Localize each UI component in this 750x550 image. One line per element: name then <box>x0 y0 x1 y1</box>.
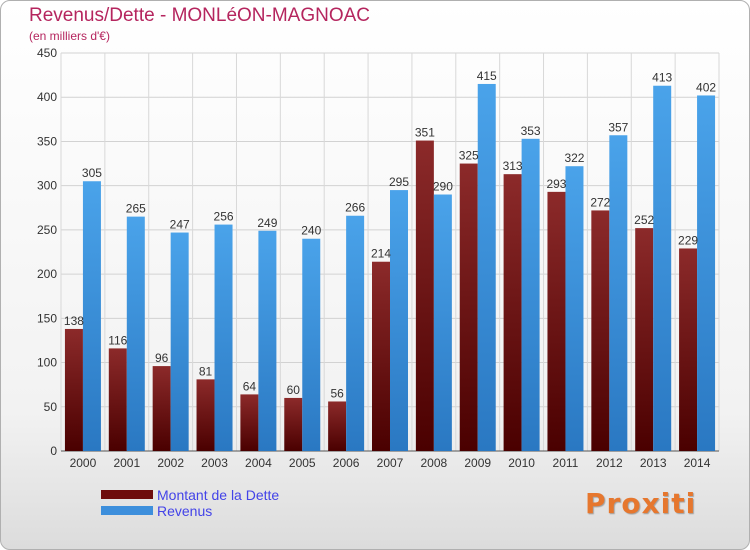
data-label-dette: 60 <box>287 383 301 397</box>
bar-dette <box>64 328 83 451</box>
x-tick-label: 2011 <box>553 456 579 470</box>
data-label-dette: 116 <box>108 333 127 347</box>
bar-dette <box>591 210 610 451</box>
bar-revenus <box>433 194 452 451</box>
bar-revenus <box>214 224 233 451</box>
bar-revenus <box>346 215 365 451</box>
x-tick-label: 2005 <box>289 456 316 470</box>
x-tick-label: 2000 <box>70 456 97 470</box>
data-label-revenus: 413 <box>652 71 672 85</box>
chart-title: Revenus/Dette - MONLéON-MAGNOAC <box>29 5 371 26</box>
data-label-revenus: 402 <box>696 80 716 94</box>
bar-dette <box>547 191 566 451</box>
y-tick-label: 50 <box>44 400 58 414</box>
y-tick-label: 450 <box>37 46 57 60</box>
bar-revenus <box>258 230 277 451</box>
data-label-revenus: 256 <box>214 210 234 224</box>
data-label-dette: 351 <box>415 126 435 140</box>
data-label-dette: 229 <box>678 233 698 247</box>
data-label-revenus: 415 <box>477 69 497 83</box>
bar-revenus <box>302 238 321 451</box>
bar-dette <box>196 379 215 451</box>
y-tick-label: 0 <box>50 444 57 458</box>
x-tick-label: 2014 <box>684 456 711 470</box>
bar-dette <box>372 261 390 451</box>
bar-revenus <box>390 190 408 452</box>
bar-revenus <box>653 85 672 452</box>
x-tick-label: 2004 <box>245 456 272 470</box>
legend-label-dette: Montant de la Dette <box>157 487 280 503</box>
bar-dette <box>679 248 698 451</box>
data-label-revenus: 295 <box>389 175 409 189</box>
y-tick-label: 100 <box>37 356 57 370</box>
bar-revenus <box>170 232 189 451</box>
bar-revenus <box>477 83 496 451</box>
bar-dette <box>240 394 259 451</box>
x-tick-label: 2002 <box>157 456 184 470</box>
y-tick-label: 200 <box>37 267 57 281</box>
data-label-revenus: 353 <box>521 124 541 138</box>
data-label-dette: 81 <box>199 364 213 378</box>
data-label-dette: 56 <box>330 386 344 400</box>
legend-label-revenus: Revenus <box>157 503 213 519</box>
y-tick-label: 250 <box>37 223 57 237</box>
data-label-revenus: 357 <box>608 120 628 134</box>
bar-dette <box>415 140 434 451</box>
data-label-revenus: 322 <box>564 151 584 165</box>
x-tick-label: 2006 <box>333 456 360 470</box>
chart-subtitle: (en milliers d'€) <box>29 29 110 43</box>
proxiti-logo: Proxiti <box>585 487 697 520</box>
bar-dette <box>152 366 171 451</box>
x-tick-label: 2009 <box>464 456 491 470</box>
x-tick-label: 2013 <box>640 456 667 470</box>
x-tick-label: 2003 <box>201 456 228 470</box>
bar-dette <box>284 397 303 451</box>
x-tick-label: 2012 <box>596 456 623 470</box>
x-tick-label: 2007 <box>377 456 404 470</box>
data-label-revenus: 305 <box>82 166 102 180</box>
x-tick-label: 2001 <box>113 456 140 470</box>
y-tick-label: 400 <box>37 90 57 104</box>
y-tick-label: 350 <box>37 134 57 148</box>
y-tick-label: 300 <box>37 179 57 193</box>
data-label-dette: 214 <box>371 247 391 261</box>
bar-revenus <box>565 166 584 451</box>
data-label-revenus: 249 <box>257 216 277 230</box>
data-label-revenus: 265 <box>126 202 146 216</box>
bar-dette <box>459 163 478 452</box>
label-layer: 138 305 2000 116 265 2001 96 247 2002 81 256 2003 64… <box>64 69 716 470</box>
data-label-revenus: 266 <box>345 201 365 215</box>
bar-layer <box>64 83 716 452</box>
bar-dette <box>328 401 347 451</box>
data-label-dette: 313 <box>503 159 523 173</box>
bar-dette <box>503 174 522 451</box>
bar-revenus <box>609 135 628 451</box>
legend-swatch-dette <box>101 490 153 499</box>
bar-revenus <box>697 95 716 451</box>
data-label-revenus: 290 <box>433 180 453 194</box>
y-tick-label: 150 <box>37 311 57 325</box>
bar-revenus <box>82 181 101 451</box>
legend-swatch-revenus <box>101 506 153 515</box>
x-tick-label: 2008 <box>421 456 448 470</box>
bar-revenus <box>126 216 145 451</box>
data-label-dette: 64 <box>243 379 257 393</box>
data-label-dette: 272 <box>590 195 610 209</box>
data-label-dette: 252 <box>634 213 654 227</box>
bar-dette <box>635 228 654 451</box>
data-label-dette: 138 <box>64 314 84 328</box>
bar-dette <box>108 348 127 451</box>
data-label-revenus: 247 <box>170 218 190 232</box>
data-label-revenus: 240 <box>301 224 321 238</box>
bar-revenus <box>521 138 540 451</box>
x-tick-label: 2010 <box>508 456 535 470</box>
data-label-dette: 293 <box>546 177 566 191</box>
data-label-dette: 96 <box>155 351 169 365</box>
data-label-dette: 325 <box>459 149 479 163</box>
